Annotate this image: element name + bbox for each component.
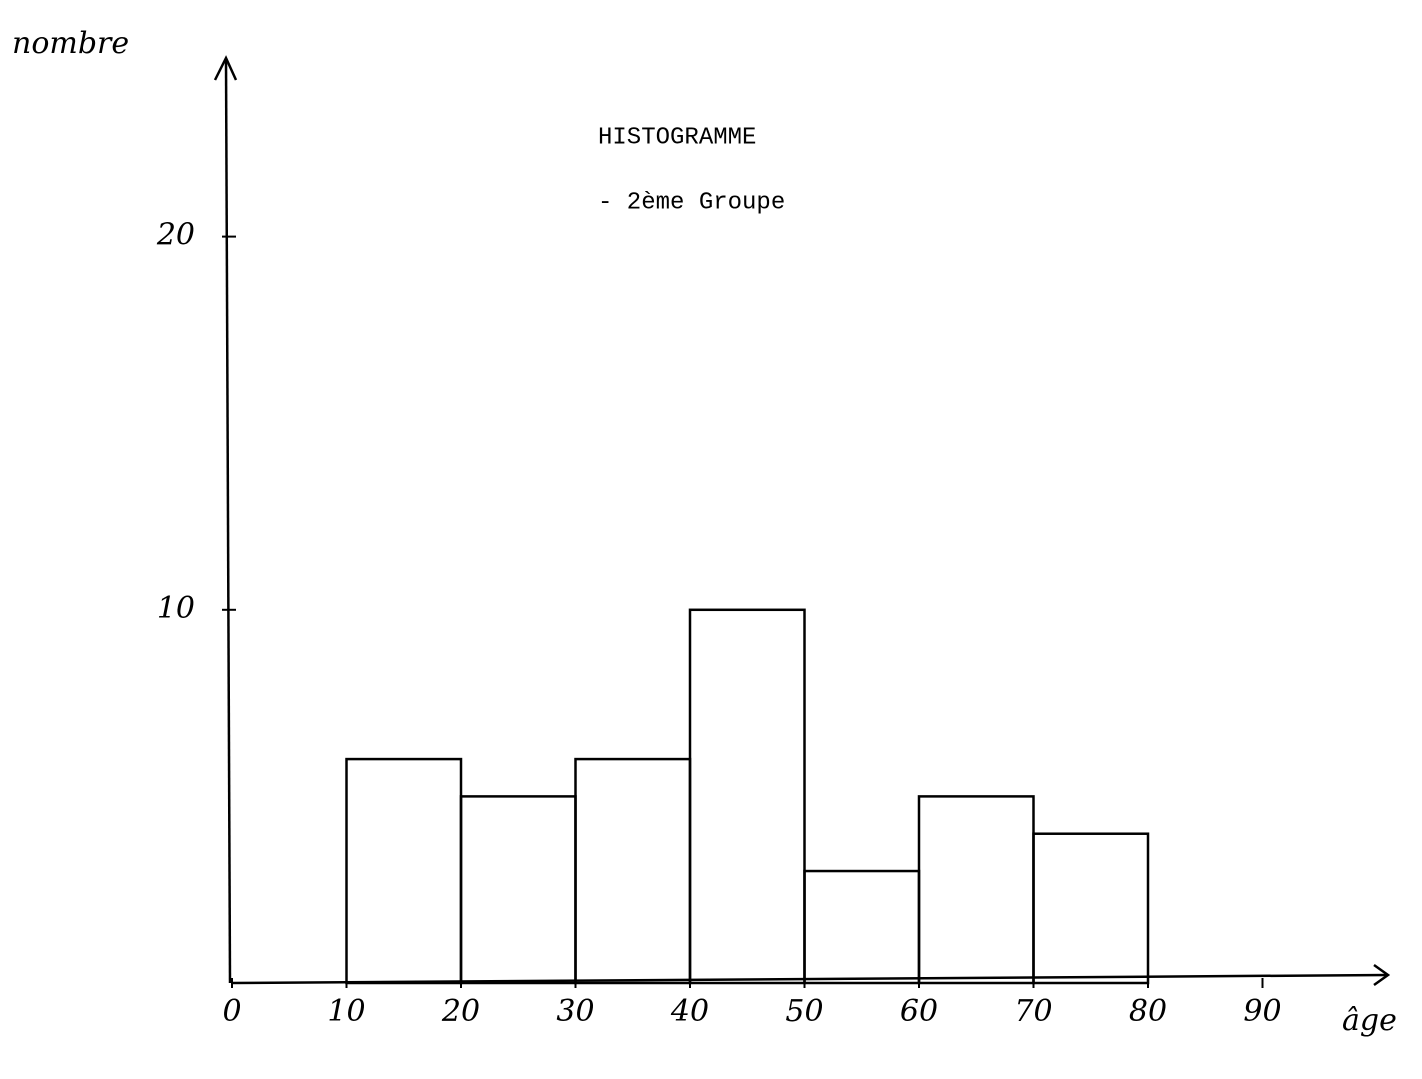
y-axis-label: nombre (12, 26, 129, 61)
chart-title: HISTOGRAMME (598, 124, 756, 151)
x-arrow (1373, 963, 1391, 987)
bar (345, 757, 463, 985)
y-axis (224, 59, 232, 984)
bar (459, 795, 577, 985)
x-axis (231, 973, 1389, 985)
x-tick-label: 90 (1243, 994, 1281, 1029)
y-tick-label: 20 (156, 218, 195, 253)
bar (574, 757, 692, 985)
y-arrow (213, 55, 238, 81)
x-tick-label: 60 (900, 994, 938, 1029)
x-tick-label: 30 (556, 994, 594, 1029)
x-tick-label: 0 (222, 994, 241, 1029)
y-tick-label: 10 (157, 591, 195, 626)
x-tick-label: 80 (1129, 994, 1167, 1029)
bar (688, 608, 806, 985)
x-axis-label: âge (1342, 1003, 1397, 1038)
x-tick-label: 20 (441, 994, 480, 1029)
bar (917, 795, 1035, 985)
bar (803, 869, 921, 985)
x-tick-label: 50 (785, 994, 823, 1029)
chart-subtitle: - 2ème Groupe (598, 189, 785, 216)
x-tick-label: 40 (670, 994, 709, 1029)
bar (1032, 832, 1150, 985)
x-tick-label: 10 (327, 994, 365, 1029)
x-tick-label: 70 (1014, 994, 1052, 1029)
